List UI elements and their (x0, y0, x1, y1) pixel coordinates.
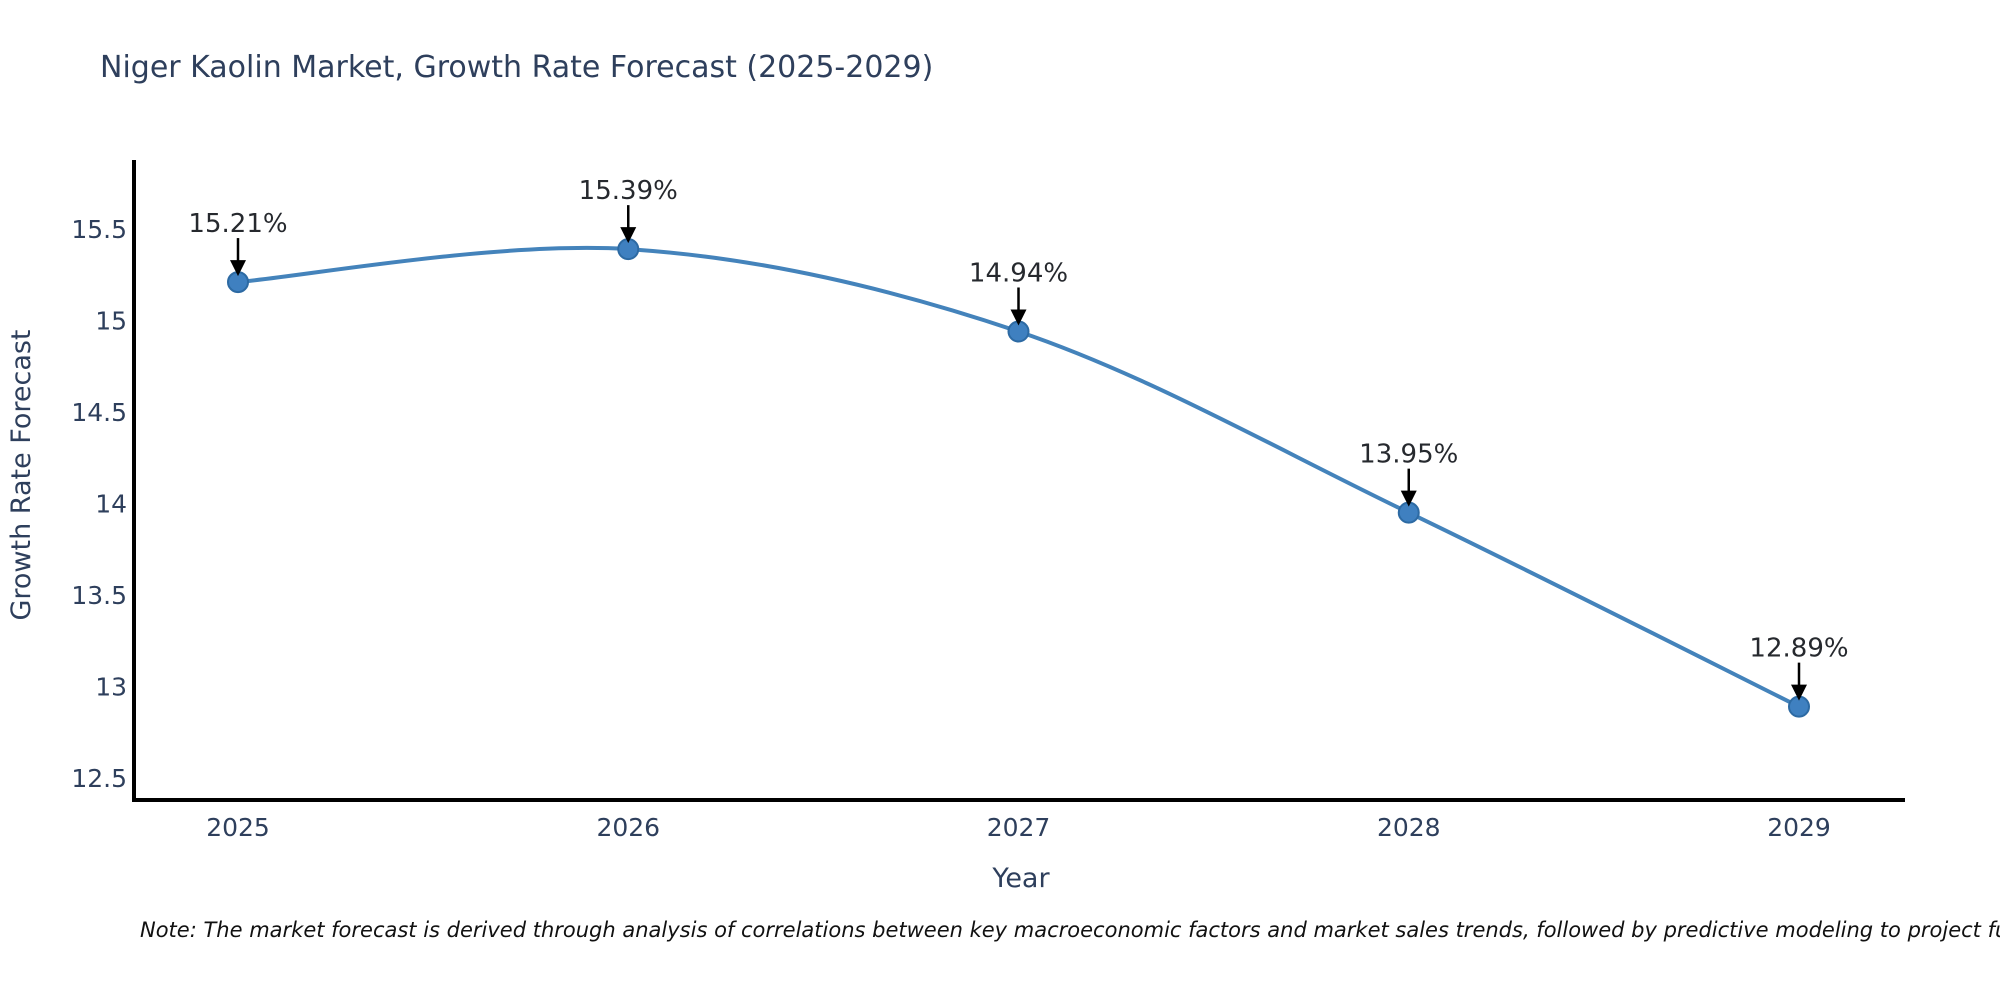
footnote: Note: The market forecast is derived thr… (140, 918, 2000, 942)
y-axis-label: Growth Rate Forecast (6, 329, 37, 620)
annotation-arrowhead-icon (1400, 490, 1417, 507)
x-tick-label: 2027 (987, 813, 1051, 842)
y-tick-labels: 12.5 13 13.5 14 14.5 15 15.5 (71, 215, 127, 793)
x-tick-label: 2028 (1377, 813, 1441, 842)
y-tick-label: 13.5 (71, 581, 127, 610)
point-value-label: 14.94% (969, 258, 1068, 288)
chart-title: Niger Kaolin Market, Growth Rate Forecas… (100, 50, 934, 85)
annotation-arrowhead-icon (230, 260, 246, 277)
y-tick-label: 15 (95, 307, 127, 336)
x-axis-label: Year (991, 863, 1050, 894)
y-tick-label: 13 (95, 673, 127, 702)
annotation-arrowhead-icon (1791, 684, 1807, 701)
x-tick-label: 2026 (596, 813, 660, 842)
point-value-label: 13.95% (1359, 440, 1458, 470)
annotation-arrowhead-icon (1010, 309, 1027, 326)
axes-spines (132, 160, 1905, 802)
point-value-label: 12.89% (1749, 634, 1848, 664)
point-value-label: 15.39% (579, 176, 678, 206)
point-value-label: 15.21% (188, 209, 287, 239)
x-tick-label: 2029 (1767, 813, 1831, 842)
y-tick-label: 14 (95, 490, 127, 519)
y-tick-label: 15.5 (71, 215, 127, 244)
x-tick-labels: 2025 2026 2027 2028 2029 (206, 813, 1831, 842)
y-tick-label: 12.5 (71, 764, 127, 793)
x-tick-label: 2025 (206, 813, 270, 842)
y-tick-label: 14.5 (71, 398, 127, 427)
annotation-arrowhead-icon (620, 227, 637, 244)
data-point-annotations: 15.21% 15.39% 14.94% 13.95% 12.89% (188, 176, 1849, 701)
